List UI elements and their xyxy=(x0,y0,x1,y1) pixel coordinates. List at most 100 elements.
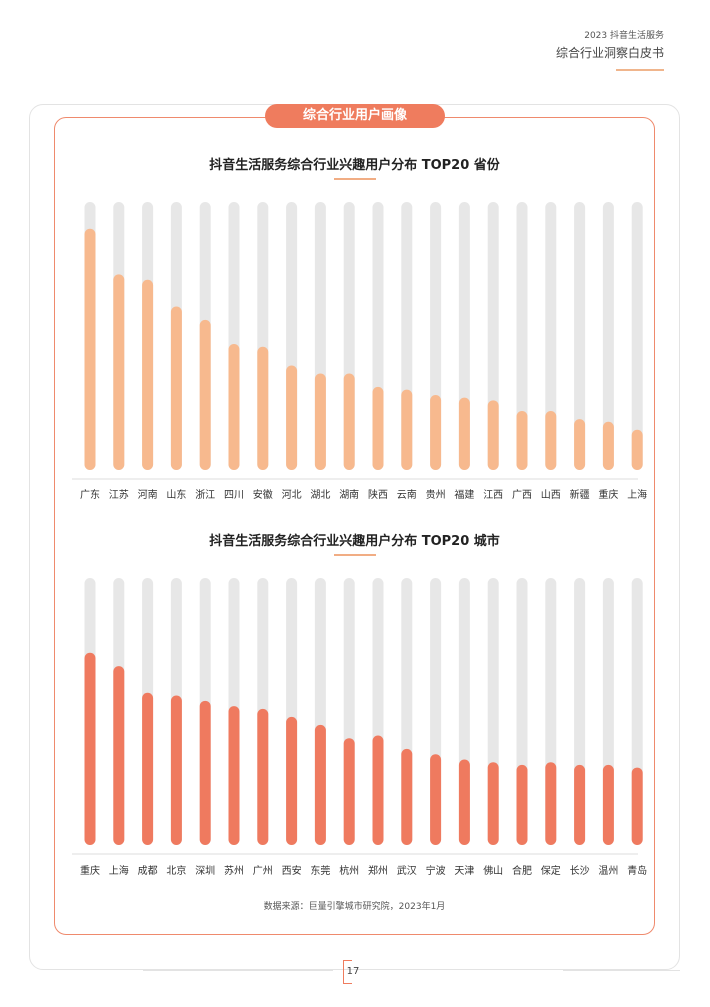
city-bar-5 xyxy=(199,700,211,845)
page-number: 17 xyxy=(343,960,363,984)
header-rule xyxy=(616,69,664,71)
province-bar-12 xyxy=(401,389,413,470)
city-tick-label: 北京 xyxy=(166,864,186,877)
document-header: 2023 抖音生活服务 综合行业洞察白皮书 xyxy=(556,30,664,71)
province-tick-label: 河北 xyxy=(282,489,302,501)
city-bar-15 xyxy=(487,762,499,845)
province-bar-17 xyxy=(545,411,557,470)
city-tick-label: 郑州 xyxy=(368,864,388,877)
province-bar-chart: 广东 江苏 河南 山东 浙江 四川 安徽 河北 湖北 湖南 陕西 云南 贵州 福建 江西 广西 山西 新疆 重庆 上海 xyxy=(72,202,647,501)
city-tick-label: 广州 xyxy=(253,865,273,877)
province-tick-label: 广东 xyxy=(80,488,100,501)
city-bar-19 xyxy=(602,764,614,845)
province-tick-label: 四川 xyxy=(224,490,244,501)
city-tick-label: 天津 xyxy=(454,865,474,877)
city-tick-label: 上海 xyxy=(109,864,129,877)
city-tick-label: 武汉 xyxy=(397,864,417,877)
province-bar-20 xyxy=(631,429,643,470)
city-bar-10 xyxy=(343,738,355,845)
city-bar-4 xyxy=(170,695,182,845)
city-bar-17 xyxy=(545,762,557,845)
province-bar-track xyxy=(631,202,643,470)
province-bar-11 xyxy=(372,386,384,470)
province-tick-label: 上海 xyxy=(627,488,647,501)
city-bar-2 xyxy=(113,666,125,845)
city-tick-label: 深圳 xyxy=(195,865,215,877)
province-tick-label: 河南 xyxy=(138,488,158,501)
city-tick-label: 青岛 xyxy=(627,864,647,877)
province-bar-track xyxy=(516,202,528,470)
province-bar-3 xyxy=(142,279,154,470)
city-tick-label: 重庆 xyxy=(80,864,100,877)
province-tick-label: 陕西 xyxy=(368,488,388,501)
province-bar-15 xyxy=(487,400,499,470)
footer-line-left xyxy=(143,970,333,971)
data-source-note: 数据来源：巨量引擎城市研究院，2023年1月 xyxy=(263,902,446,912)
city-bar-7 xyxy=(257,708,269,845)
city-bar-18 xyxy=(574,764,586,845)
province-tick-label: 云南 xyxy=(397,488,417,501)
province-tick-label: 湖南 xyxy=(339,488,359,501)
document-subtitle: 2023 抖音生活服务 xyxy=(584,31,664,41)
province-bar-19 xyxy=(602,421,614,470)
province-tick-label: 贵州 xyxy=(426,488,446,501)
city-bar-1 xyxy=(84,652,96,845)
city-tick-label: 杭州 xyxy=(339,864,359,877)
city-bar-13 xyxy=(430,754,442,845)
province-bar-1 xyxy=(84,228,96,470)
province-tick-label: 浙江 xyxy=(195,489,215,501)
province-bar-track xyxy=(602,202,614,470)
city-tick-label: 保定 xyxy=(541,864,561,877)
city-chart-title: 抖音生活服务综合行业兴趣用户分布 TOP20 城市 xyxy=(209,534,500,549)
city-bar-11 xyxy=(372,735,384,845)
province-tick-label: 江西 xyxy=(483,489,503,501)
city-tick-label: 宁波 xyxy=(426,864,446,877)
city-tick-label: 合肥 xyxy=(512,864,532,877)
province-tick-label: 广西 xyxy=(512,489,532,501)
section-title: 综合行业用户画像 xyxy=(265,104,445,128)
city-tick-label: 西安 xyxy=(282,864,302,877)
city-bar-9 xyxy=(314,724,326,845)
document-title: 综合行业洞察白皮书 xyxy=(555,46,664,60)
province-tick-label: 湖北 xyxy=(310,489,330,501)
city-tick-label: 苏州 xyxy=(224,864,244,877)
province-tick-label: 山西 xyxy=(541,489,561,501)
province-chart-title: 抖音生活服务综合行业兴趣用户分布 TOP20 省份 xyxy=(209,158,500,173)
city-tick-label: 东莞 xyxy=(310,864,330,877)
province-bar-9 xyxy=(314,373,326,470)
province-tick-label: 山东 xyxy=(166,488,186,501)
province-bar-track xyxy=(574,202,586,470)
province-bar-13 xyxy=(430,394,442,470)
city-bar-12 xyxy=(401,748,413,845)
city-bar-20 xyxy=(631,767,643,845)
city-tick-label: 温州 xyxy=(598,865,618,877)
province-bar-6 xyxy=(228,344,240,470)
city-tick-label: 佛山 xyxy=(483,864,503,877)
province-bar-18 xyxy=(574,419,586,470)
city-bar-16 xyxy=(516,764,528,845)
province-bar-10 xyxy=(343,373,355,470)
city-bar-3 xyxy=(142,692,154,845)
province-bar-14 xyxy=(458,397,470,470)
province-bar-8 xyxy=(286,365,298,470)
province-bar-4 xyxy=(170,306,182,470)
city-bar-8 xyxy=(286,716,298,845)
province-tick-label: 新疆 xyxy=(570,488,590,501)
city-tick-label: 长沙 xyxy=(570,865,590,877)
city-bar-14 xyxy=(458,759,470,845)
province-tick-label: 重庆 xyxy=(598,488,618,501)
province-tick-label: 江苏 xyxy=(109,488,129,501)
province-tick-label: 福建 xyxy=(454,488,474,501)
city-title-rule xyxy=(334,554,376,556)
province-bar-track xyxy=(545,202,557,470)
province-bar-16 xyxy=(516,411,528,470)
province-title-rule xyxy=(334,178,376,180)
city-bar-chart: 重庆 上海 成都 北京 深圳 苏州 广州 西安 东莞 杭州 郑州 武汉 宁波 天津 佛山 合肥 保定 长沙 温州 青岛 xyxy=(72,578,647,877)
province-tick-label: 安徽 xyxy=(253,488,273,501)
province-bar-7 xyxy=(257,346,269,470)
city-bar-6 xyxy=(228,706,240,845)
province-bar-2 xyxy=(113,274,125,470)
footer-line-right xyxy=(563,970,680,971)
province-bar-5 xyxy=(199,319,211,470)
